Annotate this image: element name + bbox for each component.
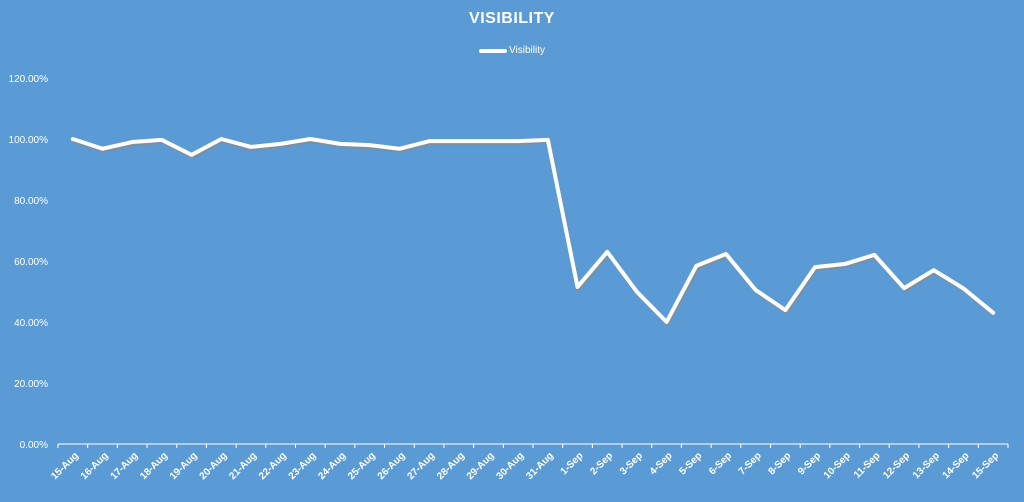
x-tick-label: 5-Sep bbox=[677, 450, 704, 477]
x-tick-label: 1-Sep bbox=[559, 450, 586, 477]
x-tick-label: 17-Aug bbox=[109, 450, 141, 482]
x-tick-label: 28-Aug bbox=[435, 450, 467, 482]
y-tick-label: 40.00% bbox=[14, 318, 48, 329]
series-line-shadow bbox=[73, 139, 996, 326]
x-tick-label: 3-Sep bbox=[618, 450, 645, 477]
x-tick-label: 18-Aug bbox=[138, 450, 170, 482]
x-tick-label: 20-Aug bbox=[198, 450, 230, 482]
legend-line-swatch bbox=[479, 48, 508, 53]
x-tick-label: 8-Sep bbox=[766, 450, 793, 477]
x-tick-label: 6-Sep bbox=[707, 450, 734, 477]
x-tick-label: 9-Sep bbox=[796, 450, 823, 477]
x-tick-label: 15-Aug bbox=[49, 450, 81, 482]
chart-title: VISIBILITY bbox=[469, 10, 555, 27]
x-tick-label: 26-Aug bbox=[376, 450, 408, 482]
y-tick-label: 20.00% bbox=[14, 379, 48, 390]
y-tick-label: 80.00% bbox=[14, 196, 48, 207]
x-tick-label: 27-Aug bbox=[405, 450, 437, 482]
x-tick-label: 21-Aug bbox=[227, 450, 259, 482]
series-line-visibility bbox=[70, 137, 996, 324]
x-tick-label: 4-Sep bbox=[648, 450, 675, 477]
x-tick-label: 2-Sep bbox=[588, 450, 615, 477]
x-tick-label: 11-Sep bbox=[852, 450, 883, 481]
x-tick-label: 25-Aug bbox=[346, 450, 378, 482]
x-tick-label: 31-Aug bbox=[524, 450, 556, 482]
x-tick-label: 15-Sep bbox=[970, 450, 1001, 481]
x-tick-label: 24-Aug bbox=[316, 450, 348, 482]
x-tick-label: 7-Sep bbox=[737, 450, 764, 477]
chart-legend: Visibility bbox=[0, 45, 1024, 56]
x-tick-label: 29-Aug bbox=[465, 450, 497, 482]
legend-label: Visibility bbox=[509, 45, 545, 56]
x-tick-label: 23-Aug bbox=[287, 450, 319, 482]
x-tick-label: 12-Sep bbox=[881, 450, 912, 481]
x-tick-label: 10-Sep bbox=[822, 450, 853, 481]
x-tick-label: 19-Aug bbox=[168, 450, 200, 482]
x-tick-label: 16-Aug bbox=[79, 450, 111, 482]
x-tick-label: 22-Aug bbox=[257, 450, 289, 482]
y-tick-label: 60.00% bbox=[14, 257, 48, 268]
x-tick-label: 14-Sep bbox=[941, 450, 972, 481]
x-tick-label: 13-Sep bbox=[911, 450, 942, 481]
y-tick-label: 100.00% bbox=[9, 135, 49, 146]
y-tick-label: 120.00% bbox=[9, 74, 49, 85]
x-tick-label: 30-Aug bbox=[495, 450, 527, 482]
y-tick-label: 0.00% bbox=[20, 440, 48, 451]
